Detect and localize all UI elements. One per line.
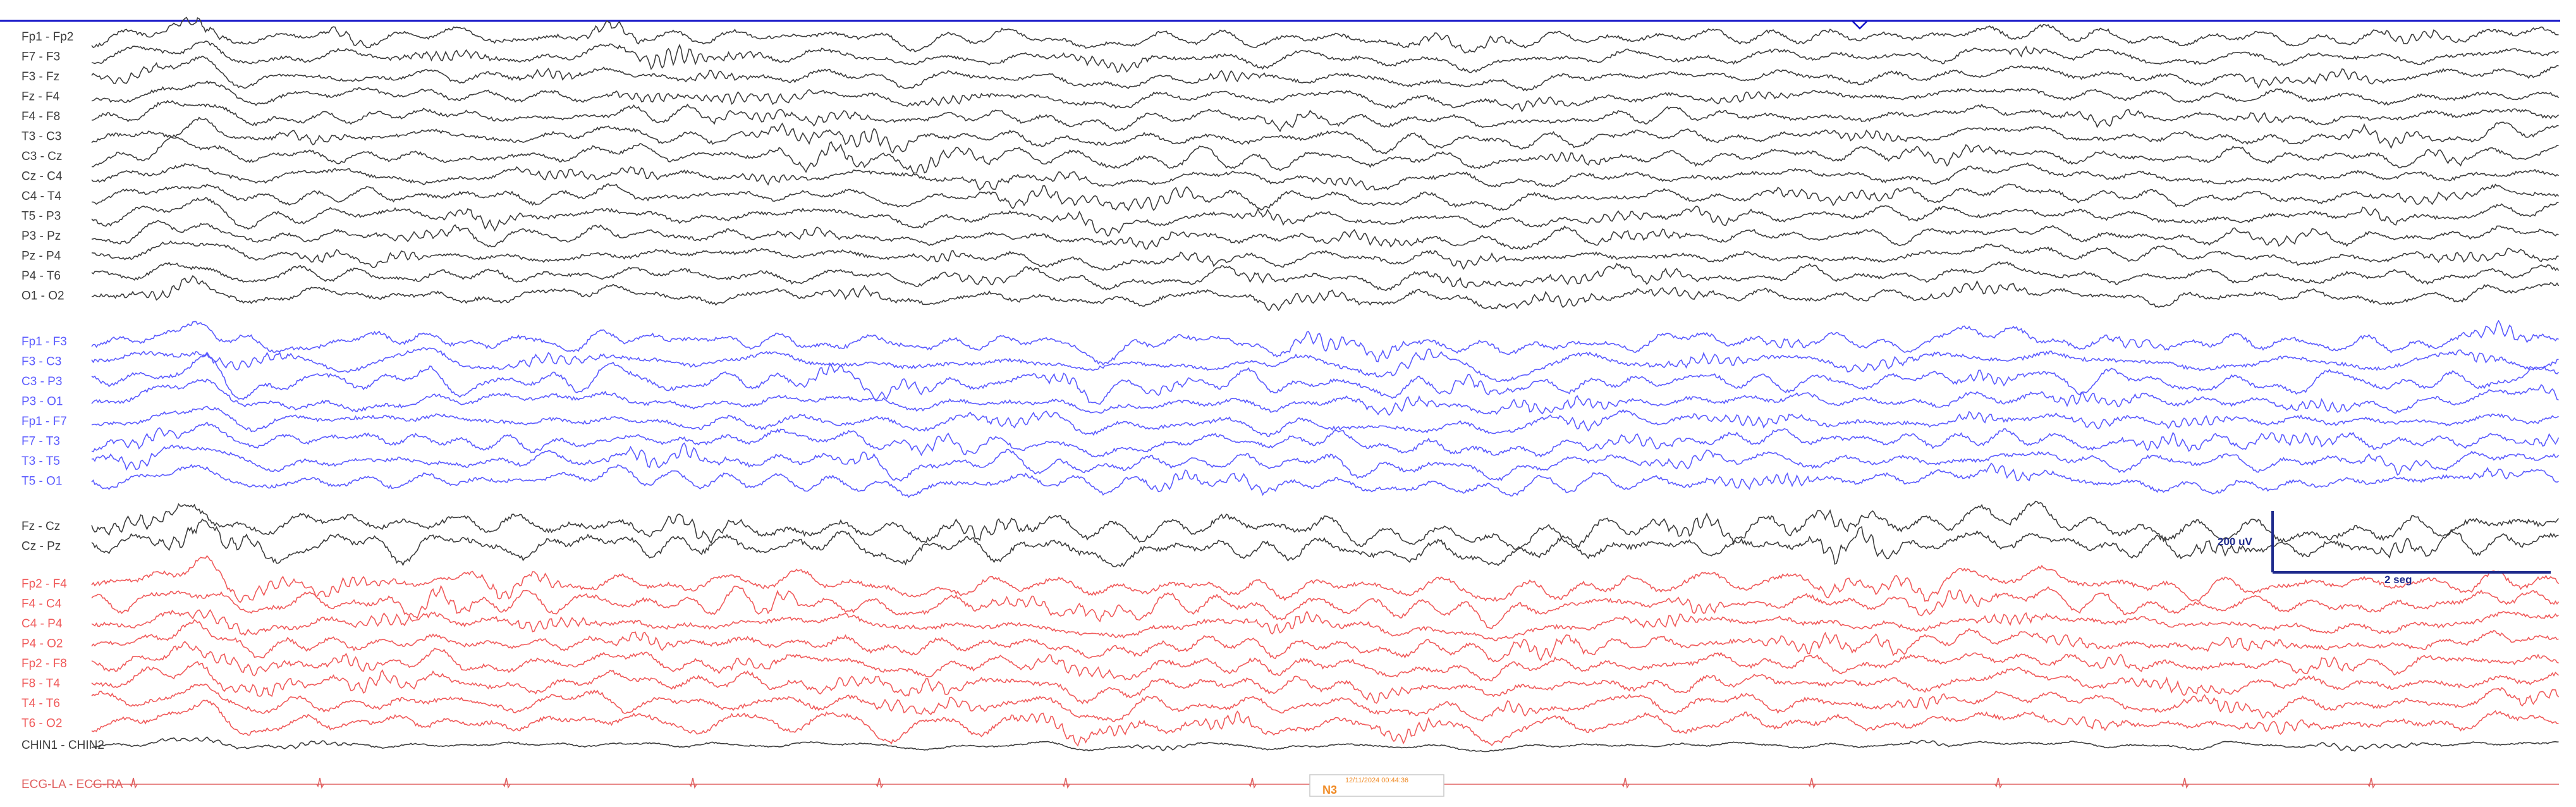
channel-label-f4-c4[interactable]: F4 - C4 [21,598,62,611]
trace-f7-t3 [91,421,2560,458]
channel-label-pz-p4[interactable]: Pz - P4 [21,250,61,263]
channel-label-t5-o1[interactable]: T5 - O1 [21,475,62,488]
trace-pz-p4 [91,240,2559,271]
trace-t6-o2 [91,699,2559,747]
channel-label-c3-p3[interactable]: C3 - P3 [21,375,62,388]
trace-fp1-f7 [91,405,2559,438]
trace-fp2-f4 [91,555,2560,603]
trace-fp2-f8 [91,641,2559,682]
trace-f4-c4 [91,584,2560,629]
channel-label-o1-o2[interactable]: O1 - O2 [21,290,64,303]
trace-c3-cz [91,136,2559,174]
trace-p3-o1 [91,378,2559,416]
channel-label-fp2-f4[interactable]: Fp2 - F4 [21,577,67,591]
channel-label-fp1-f3[interactable]: Fp1 - F3 [21,335,67,348]
trace-ecg-la-ecg-ra [92,777,2559,789]
trace-f7-f3 [91,40,2559,73]
channel-label-t5-p3[interactable]: T5 - P3 [21,210,61,223]
calibration-scale-bar: 200 uV 2 seg [2218,511,2551,586]
trace-fz-cz [91,500,2560,550]
channel-label-p4-t6[interactable]: P4 - T6 [21,269,61,283]
channel-label-t3-c3[interactable]: T3 - C3 [21,130,61,144]
traces-layer [91,16,2560,789]
trace-f4-f8 [91,99,2559,132]
trace-f3-c3 [91,347,2559,383]
channel-label-f3-fz[interactable]: F3 - Fz [21,70,59,83]
channel-label-f3-c3[interactable]: F3 - C3 [21,355,61,369]
trace-t5-p3 [91,197,2559,237]
trace-c3-p3 [91,352,2560,405]
scale-bar-time-label: 2 seg [2384,574,2412,586]
channel-label-ecg-la-ecg-ra[interactable]: ECG-LA - ECG-RA [21,778,123,791]
channel-label-p4-o2[interactable]: P4 - O2 [21,638,63,651]
trace-cz-c4 [91,162,2559,191]
trace-t3-c3 [91,116,2559,155]
channel-label-fz-cz[interactable]: Fz - Cz [21,520,60,533]
trace-fz-f4 [91,80,2560,113]
channel-label-cz-pz[interactable]: Cz - Pz [21,540,61,553]
trace-t4-t6 [91,683,2560,723]
channel-label-f7-t3[interactable]: F7 - T3 [21,435,60,448]
channel-label-cz-c4[interactable]: Cz - C4 [21,170,63,183]
channel-label-fp1-f7[interactable]: Fp1 - F7 [21,415,67,428]
trace-c4-p4 [91,608,2559,641]
channel-label-fp1-fp2[interactable]: Fp1 - Fp2 [21,30,73,44]
trace-o1-o2 [91,274,2560,312]
trace-p4-o2 [91,619,2559,663]
channel-label-f7-f3[interactable]: F7 - F3 [21,51,60,64]
channel-label-c4-p4[interactable]: C4 - P4 [21,617,63,631]
channel-label-f8-t4[interactable]: F8 - T4 [21,677,60,691]
sleep-stage-label: N3 [1322,784,1337,796]
trace-f3-fz [91,55,2559,92]
channel-label-t4-t6[interactable]: T4 - T6 [21,697,60,710]
scale-bar-amplitude-label: 200 uV [2218,536,2252,548]
epoch-info-box[interactable]: 12/11/2024 00:44:36 N3 [1309,774,1444,797]
epoch-timestamp: 12/11/2024 00:44:36 [1345,777,1408,784]
trace-p4-t6 [91,261,2560,292]
trace-chin1-chin2 [91,736,2559,753]
channel-label-c3-cz[interactable]: C3 - Cz [21,150,62,163]
channel-label-fz-f4[interactable]: Fz - F4 [21,90,60,104]
channel-label-t3-t5[interactable]: T3 - T5 [21,455,60,468]
trace-t5-o1 [91,462,2559,498]
channel-label-p3-pz[interactable]: P3 - Pz [21,230,61,243]
trace-cz-pz [91,518,2559,567]
channel-label-c4-t4[interactable]: C4 - T4 [21,190,61,203]
labels-layer: Fp1 - Fp2 F7 - F3 F3 - Fz Fz - F4 F4 - F8 T3 … [21,30,123,791]
channel-label-p3-o1[interactable]: P3 - O1 [21,395,63,409]
trace-p3-pz [91,219,2559,250]
trace-fp1-fp2 [91,16,2559,54]
epoch-info-frame[interactable] [1309,774,1444,797]
channel-label-chin1-chin2[interactable]: CHIN1 - CHIN2 [21,739,104,752]
trace-f8-t4 [91,661,2559,705]
trace-t3-t5 [91,442,2560,482]
time-cursor[interactable] [0,20,2560,30]
channel-label-t6-o2[interactable]: T6 - O2 [21,717,62,730]
channel-label-fp2-f8[interactable]: Fp2 - F8 [21,657,67,670]
trace-c4-t4 [92,183,2560,212]
trace-fp1-f3 [91,319,2559,366]
channel-label-f4-f8[interactable]: F4 - F8 [21,110,60,123]
time-cursor-marker-icon[interactable] [1852,20,1868,30]
